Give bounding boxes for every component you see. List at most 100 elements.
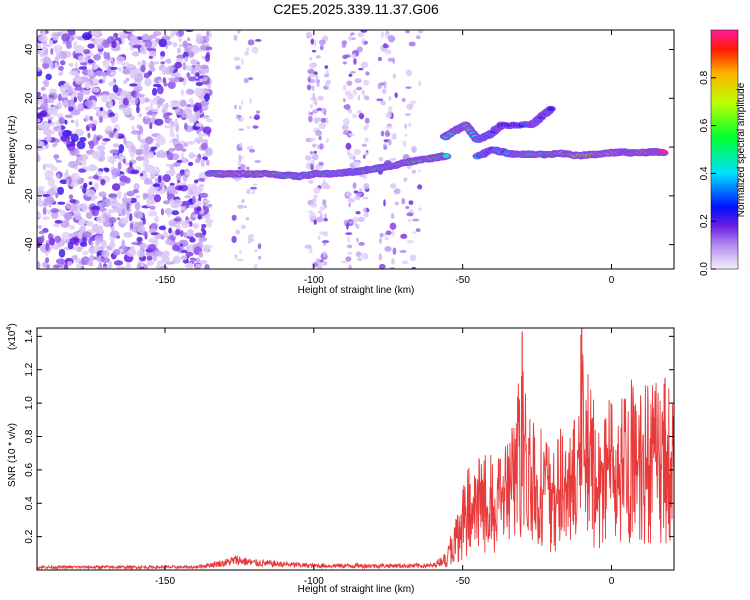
noise-blob: [59, 179, 69, 185]
noise-blob: [255, 110, 261, 114]
noise-blob: [204, 54, 211, 63]
noise-blob: [75, 118, 79, 128]
noise-blob: [54, 219, 63, 224]
noise-blob: [313, 71, 318, 76]
noise-blob: [63, 212, 73, 221]
noise-blob: [361, 143, 368, 147]
noise-blob: [206, 203, 213, 208]
spectrogram-y-tick-label: -40: [24, 237, 35, 252]
noise-blob: [129, 83, 138, 87]
noise-blob: [131, 51, 140, 57]
noise-blob: [90, 165, 99, 171]
snr-series-line: [37, 334, 674, 570]
noise-blob: [245, 216, 250, 221]
noise-blob: [325, 69, 329, 75]
noise-blob: [194, 102, 202, 111]
noise-blob: [316, 262, 323, 269]
noise-blob: [108, 99, 113, 108]
noise-blob: [139, 96, 146, 104]
noise-blob: [154, 250, 164, 257]
noise-blob: [405, 206, 410, 209]
noise-blob: [324, 65, 329, 69]
noise-blob: [137, 61, 141, 66]
noise-blob: [179, 109, 183, 114]
noise-blob: [352, 88, 357, 96]
noise-blob: [70, 172, 80, 182]
noise-blob: [69, 199, 77, 204]
noise-blob: [241, 58, 244, 66]
noise-blob: [378, 253, 383, 261]
noise-blob: [308, 247, 313, 254]
noise-blob: [391, 258, 395, 265]
noise-blob: [354, 223, 358, 227]
noise-blob: [142, 149, 150, 156]
noise-blob: [89, 141, 95, 150]
noise-blob: [126, 202, 130, 211]
noise-blob: [400, 233, 408, 239]
noise-blob: [162, 250, 170, 258]
noise-blob: [322, 231, 329, 237]
spectrogram-x-tick-label: 0: [609, 275, 615, 286]
noise-blob: [323, 73, 330, 78]
noise-blob: [118, 67, 122, 72]
noise-blob: [84, 114, 90, 122]
noise-blob: [408, 122, 412, 127]
noise-blob: [132, 39, 142, 44]
snr-y-axis-label: SNR (10 * v/v): [7, 423, 18, 487]
noise-blob: [342, 117, 350, 126]
noise-blob: [309, 103, 314, 109]
noise-blob: [198, 239, 203, 248]
noise-blob: [319, 44, 324, 51]
noise-blob: [111, 60, 115, 66]
noise-blob: [312, 261, 319, 268]
noise-blob: [136, 87, 140, 96]
noise-blob: [248, 77, 254, 81]
noise-blob: [184, 56, 189, 63]
noise-blob: [47, 209, 52, 215]
noise-blob: [100, 114, 110, 119]
noise-blob: [378, 157, 384, 162]
noise-blob: [307, 76, 311, 83]
noise-blob: [44, 163, 55, 168]
noise-blob: [126, 191, 134, 197]
noise-blob: [117, 161, 122, 171]
noise-blob: [80, 177, 85, 183]
noise-blob: [76, 262, 83, 269]
noise-blob: [162, 77, 167, 84]
noise-blob: [417, 169, 421, 173]
snr-marks: [37, 328, 674, 570]
noise-blob: [318, 122, 327, 130]
noise-blob: [313, 194, 318, 199]
noise-blob: [76, 140, 86, 150]
noise-blob: [150, 146, 158, 150]
noise-blob: [192, 223, 200, 229]
noise-blob: [378, 238, 382, 244]
noise-blob: [107, 260, 113, 269]
noise-blob: [188, 76, 197, 82]
noise-blob: [78, 168, 87, 173]
noise-blob: [160, 208, 165, 216]
noise-blob: [416, 35, 421, 40]
noise-blob: [137, 132, 141, 141]
noise-blob: [37, 106, 43, 111]
noise-blob: [138, 125, 144, 135]
snr-x-tick-label: -150: [155, 576, 175, 587]
noise-blob: [130, 144, 136, 153]
colorbar-tick-label: 0.2: [699, 214, 710, 228]
noise-blob: [313, 117, 321, 122]
spectrogram-y-tick-label: 20: [24, 92, 35, 104]
noise-blob: [317, 234, 321, 241]
noise-blob: [127, 63, 135, 69]
noise-blob: [91, 223, 100, 233]
noise-blob: [157, 175, 162, 184]
colorbar-tick-label: 0.4: [699, 166, 710, 180]
noise-blob: [411, 145, 417, 153]
noise-blob: [200, 104, 209, 111]
noise-blob: [195, 36, 204, 45]
noise-blob: [200, 133, 208, 137]
noise-blob: [318, 162, 324, 166]
noise-blob: [348, 202, 351, 208]
noise-blob: [112, 248, 121, 256]
noise-blob: [149, 122, 153, 130]
noise-blob: [253, 114, 261, 121]
